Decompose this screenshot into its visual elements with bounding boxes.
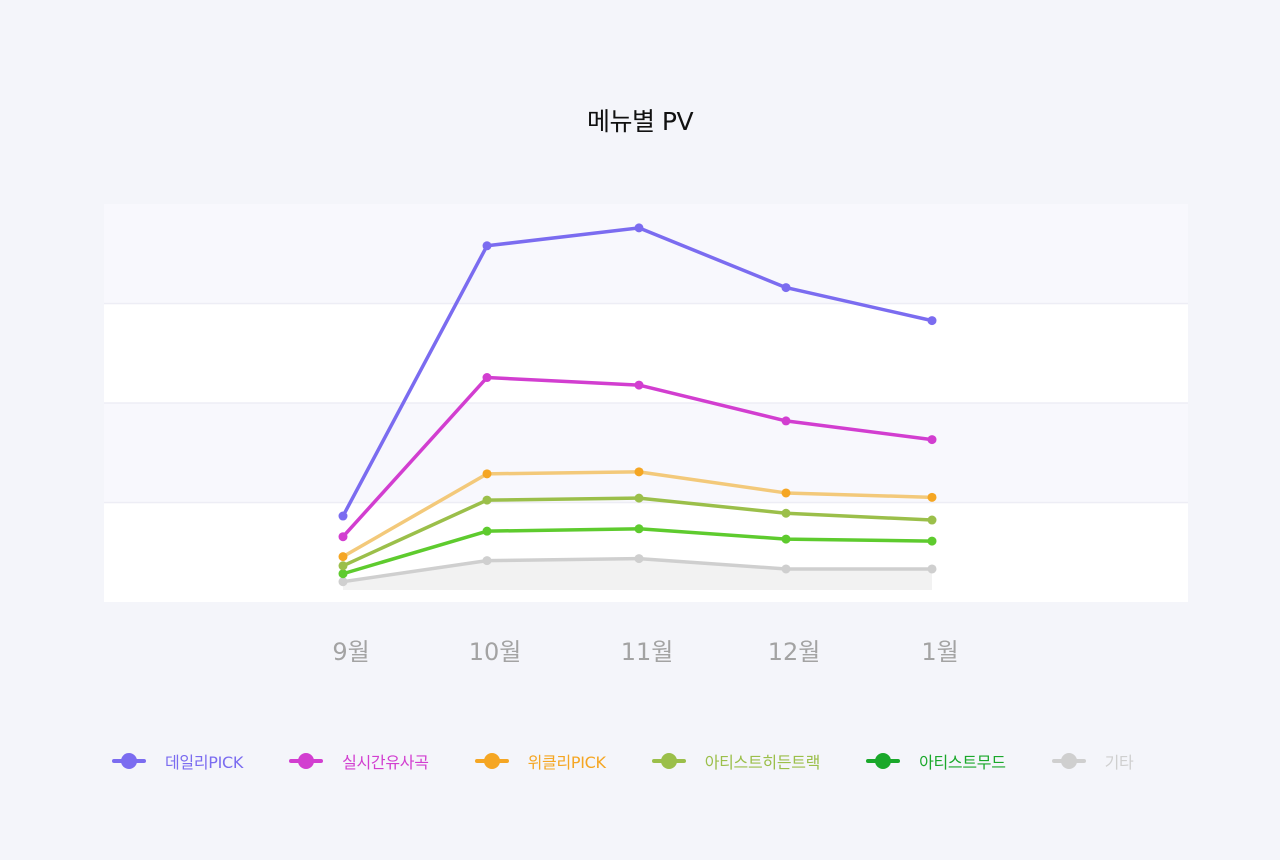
legend-label-5: 기타 — [1104, 753, 1134, 772]
series-1-point-3 — [781, 416, 791, 426]
series-3-point-1 — [482, 495, 492, 505]
legend-swatch-5 — [1051, 753, 1086, 769]
legend-label-4: 아티스트무드 — [919, 753, 1006, 772]
chart-title: 메뉴별 PV — [586, 107, 694, 136]
series-3-point-4 — [927, 515, 937, 525]
plot-band-0 — [104, 204, 1188, 304]
x-axis: 9월 10월 11월 12월 1월 — [332, 638, 958, 666]
series-4-point-4 — [927, 536, 937, 546]
series-5-point-3 — [781, 564, 791, 574]
plot-points — [338, 223, 937, 587]
legend-swatch-2 — [474, 753, 509, 769]
series-5-point-4 — [927, 564, 937, 574]
series-3-point-3 — [781, 508, 791, 518]
series-2-point-1 — [482, 469, 492, 479]
series-1-point-2 — [634, 380, 644, 390]
series-1-point-1 — [482, 373, 492, 383]
x-tick-label-2: 11월 — [621, 638, 674, 666]
series-0-point-2 — [634, 223, 644, 233]
series-1-point-4 — [927, 435, 937, 445]
legend-swatch-4 — [866, 753, 901, 769]
plot-bands — [104, 204, 1188, 602]
series-4-point-1 — [482, 526, 492, 536]
series-0-point-1 — [482, 241, 492, 251]
plot-band-2 — [104, 403, 1188, 503]
plot-area — [343, 558, 932, 590]
legend-label-1: 실시간유사곡 — [342, 753, 429, 772]
series-4-point-2 — [634, 524, 644, 534]
series-4-point-0 — [338, 569, 348, 579]
series-2-point-3 — [781, 488, 791, 498]
legend-label-3: 아티스트히든트랙 — [704, 753, 821, 772]
legend-label-2: 위클리PICK — [527, 753, 606, 772]
x-tick-label-1: 10월 — [469, 638, 522, 666]
legend-swatch-0 — [112, 753, 146, 769]
x-tick-label-4: 1월 — [921, 638, 958, 666]
x-tick-label-0: 9월 — [332, 638, 369, 666]
legend-item-3[interactable]: 아티스트히든트랙 — [651, 749, 821, 773]
series-2-point-2 — [634, 467, 644, 477]
series-5-point-1 — [482, 556, 492, 566]
series-0-point-3 — [781, 283, 791, 293]
legend-item-2[interactable]: 위클리PICK — [474, 749, 606, 773]
series-5-point-2 — [634, 554, 644, 564]
legend-item-1[interactable]: 실시간유사곡 — [289, 749, 429, 773]
series-4-point-3 — [781, 534, 791, 544]
legend-swatch-1 — [289, 753, 324, 769]
series-1-point-0 — [338, 532, 348, 542]
series-3-point-2 — [634, 493, 644, 503]
legend: 데일리PICK 실시간유사곡 위클리PICK 아티스트히든트랙 아티스트무드 기타 — [112, 746, 1179, 776]
legend-item-4[interactable]: 아티스트무드 — [866, 749, 1006, 773]
legend-label-0: 데일리PICK — [165, 753, 244, 772]
series-2-point-0 — [338, 552, 348, 562]
legend-swatch-3 — [651, 753, 686, 769]
series-3-point-0 — [338, 561, 348, 571]
legend-item-5[interactable]: 기타 — [1051, 749, 1134, 773]
series-2-point-4 — [927, 492, 937, 502]
x-tick-label-3: 12월 — [768, 638, 821, 666]
series-0-point-0 — [338, 511, 348, 521]
series-0-point-4 — [927, 316, 937, 326]
series-5-point-0 — [338, 577, 348, 587]
legend-item-0[interactable]: 데일리PICK — [112, 749, 243, 773]
series-area-5 — [343, 558, 932, 590]
